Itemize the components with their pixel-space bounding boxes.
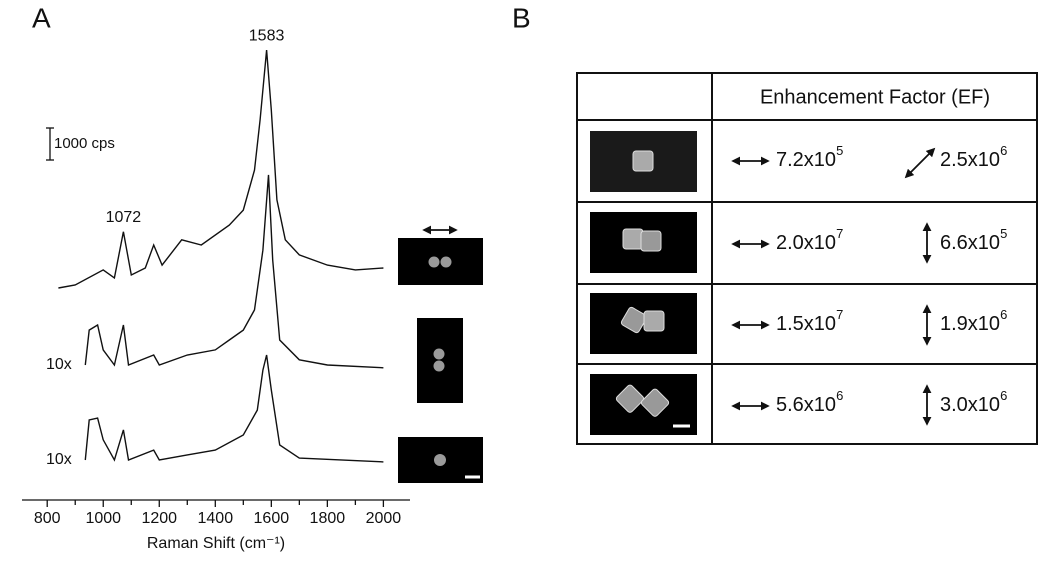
ef-exponent: 5 [836, 143, 843, 158]
scale-bar-label: 1000 cps [54, 135, 115, 152]
ef-exponent: 7 [836, 307, 843, 322]
ef-base: 3.0x10 [940, 394, 1000, 416]
spectrum [84, 174, 384, 369]
ef-value: 2.0x107 [776, 226, 843, 254]
ef-base: 1.9x10 [940, 313, 1000, 335]
panel-label: A [32, 2, 51, 33]
x-tick-label: 1400 [198, 510, 234, 527]
ef-exponent: 7 [836, 226, 843, 241]
ef-base: 5.6x10 [776, 394, 836, 416]
scale-note: 10x [46, 356, 72, 373]
scale-note: 10x [46, 451, 72, 468]
ef-value: 6.6x105 [940, 226, 1007, 254]
table-header: Enhancement Factor (EF) [760, 86, 990, 108]
ef-base: 2.0x10 [776, 232, 836, 254]
ef-base: 1.5x10 [776, 313, 836, 335]
ef-base: 7.2x10 [776, 149, 836, 171]
ef-value: 2.5x106 [940, 143, 1007, 171]
sem-image [398, 238, 483, 285]
sem-insets [398, 225, 483, 483]
ef-exponent: 6 [836, 388, 843, 403]
ef-exponent: 5 [1000, 226, 1007, 241]
ef-value: 7.2x105 [776, 143, 843, 171]
x-tick-label: 1800 [310, 510, 346, 527]
spectrum [58, 50, 384, 289]
peak-label: 1072 [106, 209, 142, 226]
panel-label: B [512, 2, 531, 33]
x-tick-label: 800 [34, 510, 61, 527]
ef-value: 5.6x106 [776, 388, 843, 416]
x-tick-label: 1600 [254, 510, 290, 527]
x-tick-label: 1000 [85, 510, 121, 527]
ef-value: 3.0x106 [940, 388, 1007, 416]
ef-value: 1.5x107 [776, 307, 843, 335]
ef-exponent: 6 [1000, 307, 1007, 322]
x-axis-label: Raman Shift (cm⁻¹) [147, 535, 285, 552]
ef-exponent: 6 [1000, 143, 1007, 158]
x-tick-label: 1200 [141, 510, 177, 527]
ef-value: 1.9x106 [940, 307, 1007, 335]
spectrum [84, 354, 384, 463]
x-tick-label: 2000 [366, 510, 402, 527]
sem-image [417, 318, 463, 403]
ef-base: 2.5x10 [940, 149, 1000, 171]
ef-table: Enhancement Factor (EF) [576, 72, 1038, 445]
ef-exponent: 6 [1000, 388, 1007, 403]
peak-label: 1583 [249, 27, 285, 44]
ef-base: 6.6x10 [940, 232, 1000, 254]
